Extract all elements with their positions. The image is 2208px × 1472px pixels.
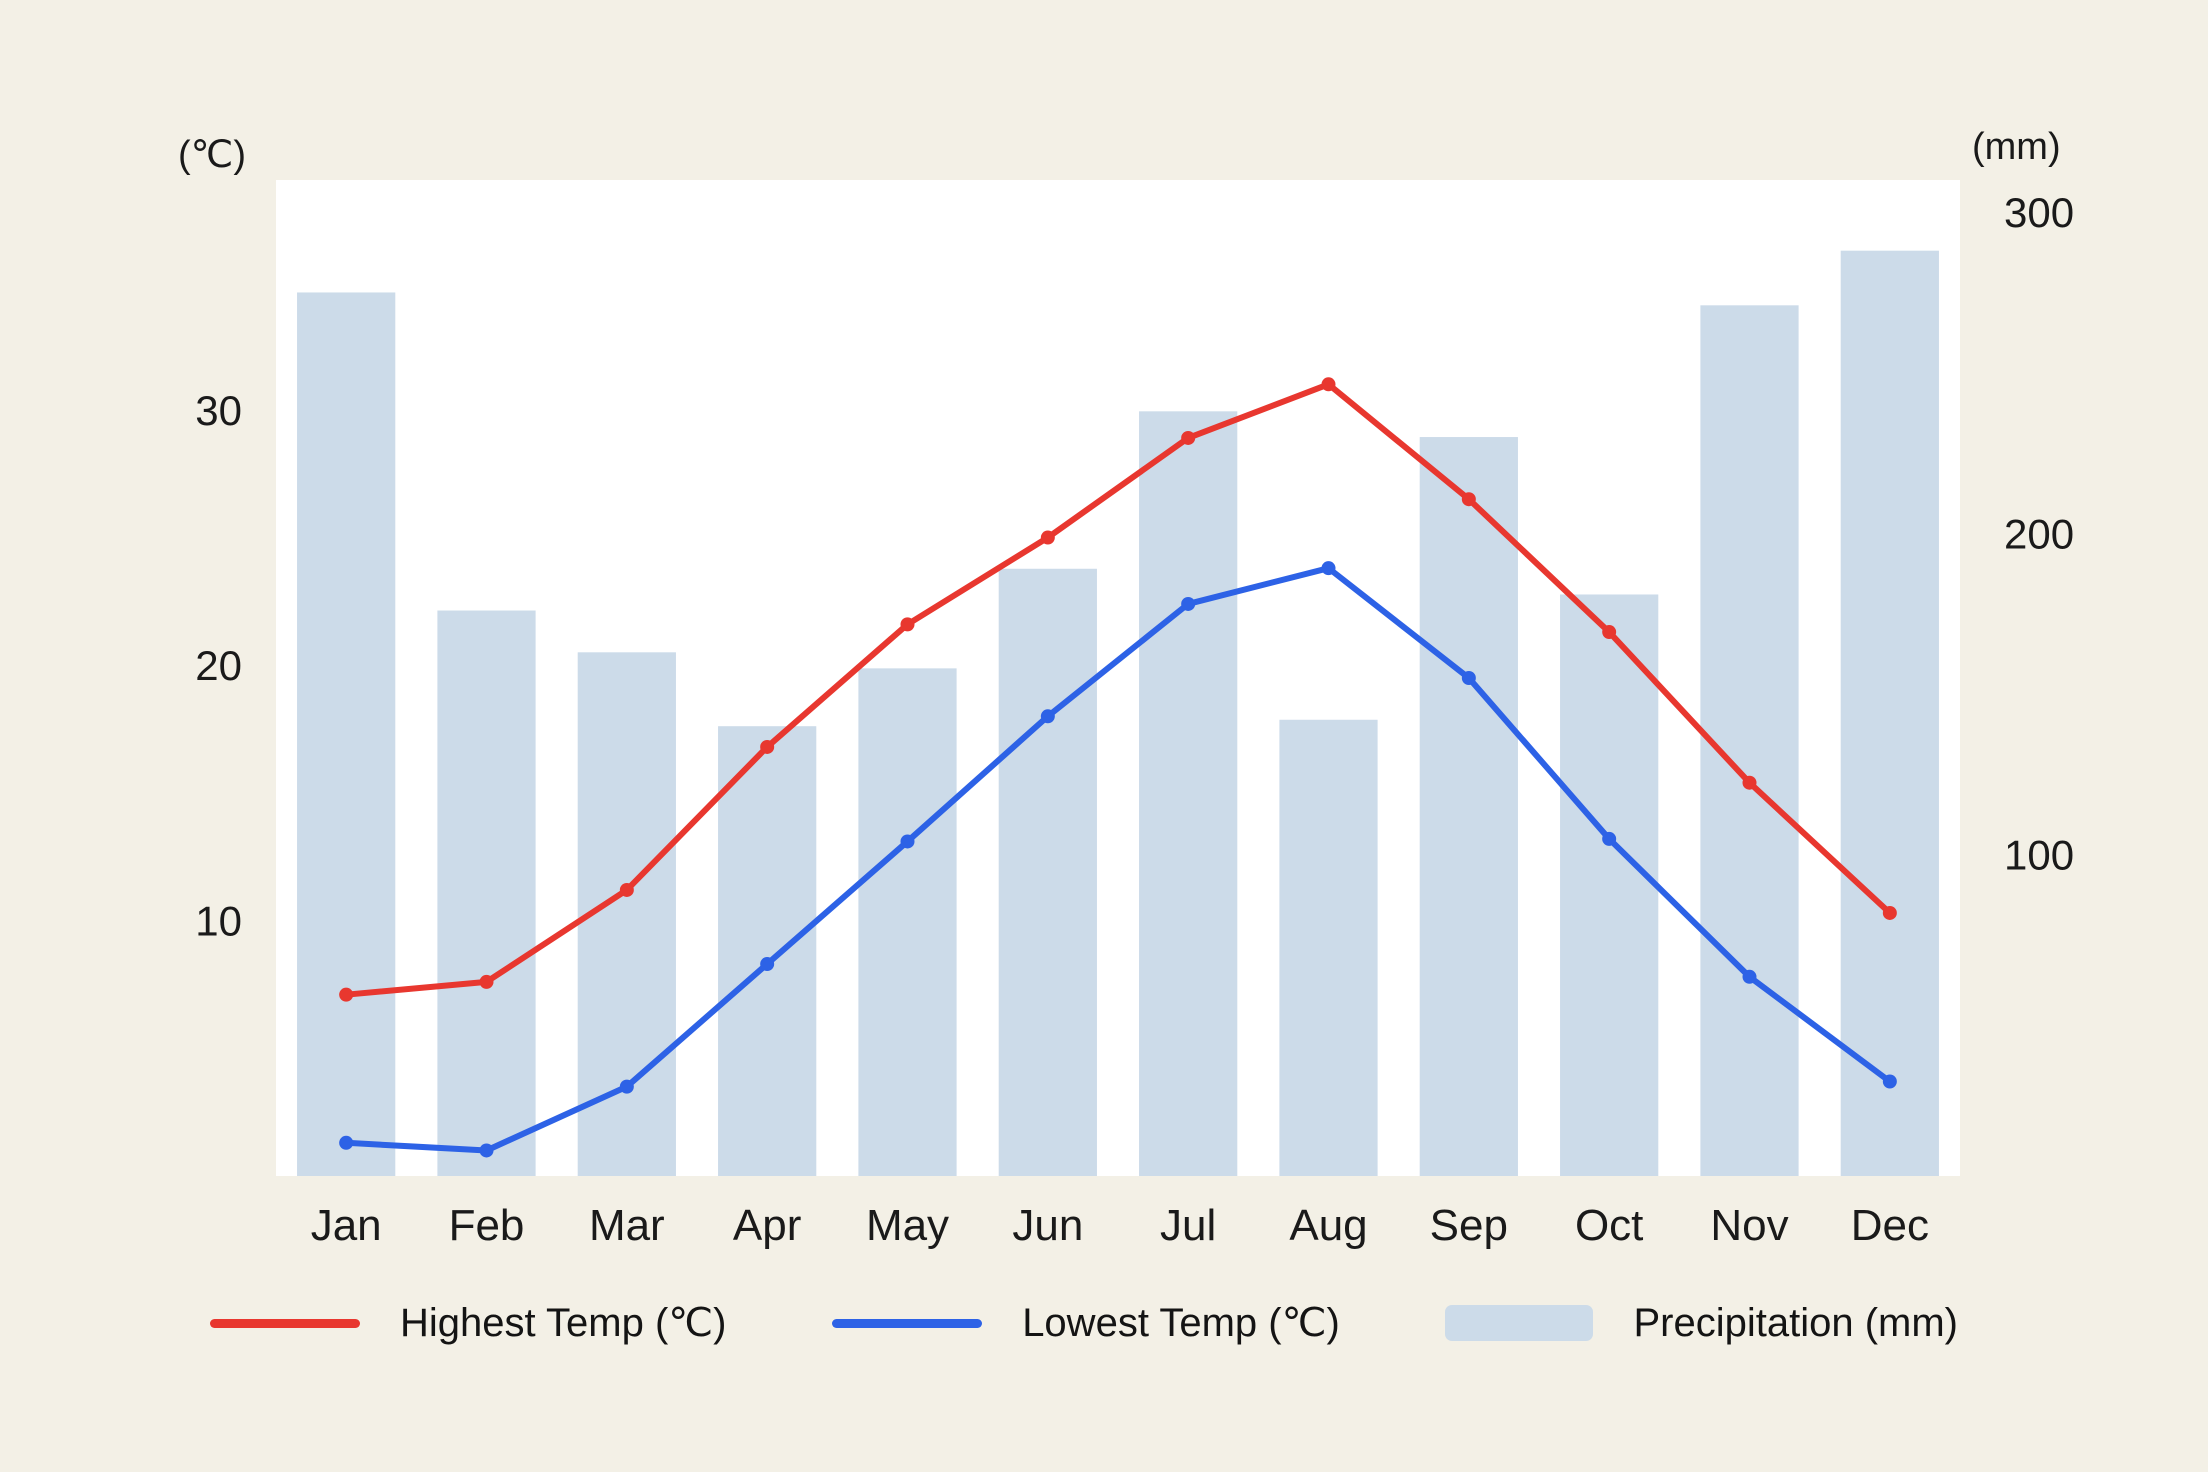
category-label-apr: Apr xyxy=(733,1201,801,1250)
category-label-feb: Feb xyxy=(449,1201,525,1250)
left-axis-tick-10: 10 xyxy=(195,898,242,945)
highest-temp-point-aug xyxy=(1321,377,1336,392)
highest-temp-point-feb xyxy=(479,974,494,989)
highest-temp-point-jul xyxy=(1181,430,1196,445)
lowest-temp-point-nov xyxy=(1742,969,1757,984)
right-axis-tick-100: 100 xyxy=(2004,832,2074,879)
precipitation-bar-swatch xyxy=(1445,1305,1594,1341)
legend-label-precipitation: Precipitation (mm) xyxy=(1633,1300,1958,1345)
lowest-temp-point-jun xyxy=(1040,709,1055,724)
lowest-temp-point-aug xyxy=(1321,561,1336,576)
precipitation-bar-jan xyxy=(297,292,396,1176)
category-label-jul: Jul xyxy=(1160,1201,1216,1250)
precipitation-bar-may xyxy=(858,668,957,1176)
lowest-temp-point-mar xyxy=(619,1079,634,1094)
precipitation-bar-oct xyxy=(1560,594,1659,1176)
legend-label-lowest-temp: Lowest Temp (℃) xyxy=(1022,1301,1340,1345)
category-label-jan: Jan xyxy=(311,1201,382,1250)
highest-temp-point-nov xyxy=(1742,775,1757,790)
legend-item-precipitation: Precipitation (mm) xyxy=(1445,1301,1958,1346)
precipitation-bar-dec xyxy=(1840,250,1939,1177)
highest-temp-point-jun xyxy=(1040,530,1055,545)
precipitation-bar-jul xyxy=(1139,411,1238,1176)
left-axis-unit-label: (℃) xyxy=(178,134,246,176)
chart-legend: Highest Temp (℃) Lowest Temp (℃) Precipi… xyxy=(210,1300,1958,1346)
category-label-nov: Nov xyxy=(1710,1201,1788,1250)
highest-temp-point-may xyxy=(900,617,915,632)
lowest-temp-point-dec xyxy=(1882,1074,1897,1089)
highest-temp-point-sep xyxy=(1461,492,1476,507)
lowest-temp-point-may xyxy=(900,834,915,849)
precipitation-bar-jun xyxy=(998,568,1097,1176)
category-label-mar: Mar xyxy=(589,1201,665,1250)
precipitation-bar-apr xyxy=(718,726,817,1176)
highest-temp-point-jan xyxy=(339,987,354,1002)
category-label-aug: Aug xyxy=(1289,1201,1367,1250)
left-axis-tick-30: 30 xyxy=(195,387,242,434)
lowest-temp-point-sep xyxy=(1461,671,1476,685)
highest-temp-point-oct xyxy=(1602,625,1617,640)
highest-temp-point-apr xyxy=(760,739,775,754)
category-label-may: May xyxy=(866,1201,949,1250)
category-label-oct: Oct xyxy=(1575,1201,1643,1250)
category-label-jun: Jun xyxy=(1012,1201,1083,1250)
highest-temp-point-dec xyxy=(1882,905,1897,920)
lowest-temp-point-feb xyxy=(479,1143,494,1158)
category-label-dec: Dec xyxy=(1851,1201,1929,1250)
right-axis-tick-300: 300 xyxy=(2004,189,2074,236)
legend-item-highest-temp: Highest Temp (℃) xyxy=(210,1300,727,1346)
precipitation-bar-feb xyxy=(437,610,536,1176)
highest-temp-line xyxy=(343,381,1893,998)
lowest-temp-line xyxy=(343,565,1893,1154)
lowest-temp-point-jan xyxy=(339,1135,354,1150)
category-label-sep: Sep xyxy=(1430,1201,1508,1250)
plot-area xyxy=(276,180,1960,1176)
precipitation-bar-nov xyxy=(1700,305,1799,1176)
lowest-temp-point-jul xyxy=(1181,596,1196,611)
highest-temp-line-swatch xyxy=(210,1318,360,1328)
right-axis-unit-label: (mm) xyxy=(1972,126,2061,168)
legend-label-highest-temp: Highest Temp (℃) xyxy=(400,1301,727,1345)
left-axis-tick-20: 20 xyxy=(195,642,242,689)
right-axis-tick-200: 200 xyxy=(2004,510,2074,557)
lowest-temp-line-swatch xyxy=(832,1318,983,1328)
lowest-temp-point-oct xyxy=(1602,831,1617,846)
lowest-temp-point-apr xyxy=(760,957,775,972)
legend-item-lowest-temp: Lowest Temp (℃) xyxy=(832,1300,1340,1346)
precipitation-bar-sep xyxy=(1419,437,1518,1177)
precipitation-bar-aug xyxy=(1279,719,1378,1176)
highest-temp-point-mar xyxy=(619,882,634,897)
